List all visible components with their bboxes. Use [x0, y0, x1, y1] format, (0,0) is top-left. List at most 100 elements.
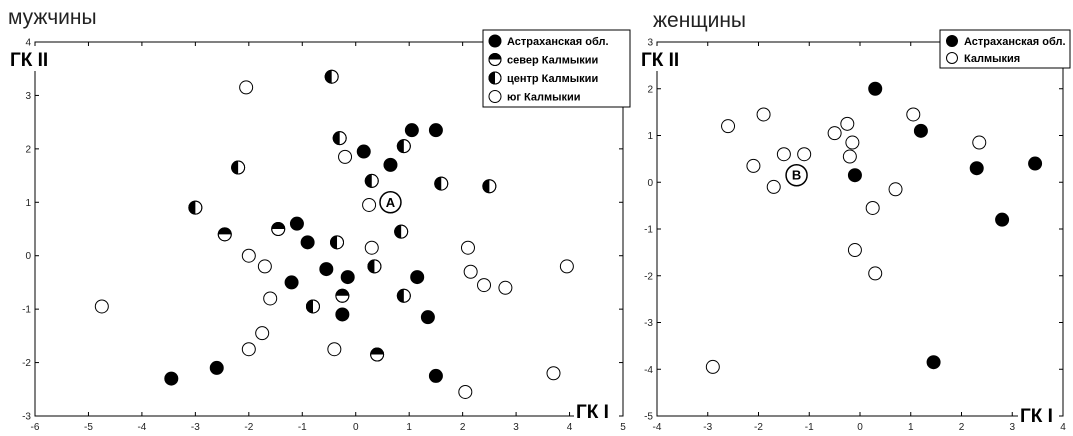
men-point-open	[498, 280, 513, 295]
men-point-open	[241, 248, 256, 263]
men-legend: Астраханская обл. север Калмыкии центр Кал…	[482, 29, 631, 108]
women-point-open	[888, 182, 903, 197]
men-point-open	[94, 299, 109, 314]
men-point-filled	[284, 275, 299, 290]
men-point-open	[559, 259, 574, 274]
women-legend-marker	[946, 52, 958, 64]
men-x-tick-label: -5	[84, 422, 93, 433]
women-point-filled	[1028, 156, 1043, 171]
men-x-tick-label: -1	[298, 422, 307, 433]
men-ticks: -6 -5 -4 -3 -2 -1 0 1 2 3 4 5 -3 -2 -1 0 1 2 3 4	[22, 38, 626, 434]
women-plot-frame	[656, 41, 1064, 417]
women-point-open	[721, 119, 736, 134]
men-legend-label: север Калмыкии	[507, 55, 598, 67]
women-x-tick-label: 4	[1060, 422, 1066, 433]
men-y-tick-label: 4	[25, 38, 31, 49]
men-annotation: A	[379, 191, 402, 214]
men-chart-title: мужчины	[8, 6, 97, 29]
men-legend-marker	[488, 71, 502, 85]
men-point-filled	[420, 310, 435, 325]
women-chart-title: женщины	[653, 9, 746, 32]
women-chart: женщины ГК II ГК I -4 -3 -2 -1 0 1 2 3 4-5-4-3-2…	[640, 9, 1071, 434]
women-point-filled	[969, 161, 984, 176]
men-x-tick-label: -4	[137, 422, 146, 433]
women-x-tick-label: 0	[857, 422, 863, 433]
men-point-open	[239, 80, 254, 95]
women-ylabel-bg	[640, 45, 692, 71]
women-x-tick-label: 2	[959, 422, 965, 433]
men-legend-label: центр Калмыкии	[507, 73, 598, 85]
men-point-half-left	[396, 288, 411, 303]
women-x-tick-label: -4	[653, 422, 662, 433]
women-legend-box	[939, 29, 1071, 69]
men-legend-label: юг Калмыкии	[507, 92, 581, 104]
women-point-open	[845, 135, 860, 150]
men-point-open	[364, 240, 379, 255]
women-point-open	[840, 116, 855, 131]
women-y-tick-label: -5	[644, 412, 653, 423]
men-point-open	[458, 384, 473, 399]
men-x-axis-label: ГК I	[576, 402, 609, 423]
men-legend-label: Астраханская обл.	[507, 36, 609, 48]
women-point-open	[906, 107, 921, 122]
women-x-tick-label: -1	[805, 422, 814, 433]
men-point-half-left	[364, 173, 379, 188]
men-x-tick-label: 5	[620, 422, 626, 433]
men-point-open	[327, 342, 342, 357]
men-point-filled	[428, 123, 443, 138]
men-point-half-left	[396, 139, 411, 154]
men-point-half-top	[271, 222, 286, 236]
men-legend-box	[482, 29, 631, 108]
men-y-tick-label: -1	[22, 305, 31, 316]
men-point-half-top	[335, 288, 350, 303]
men-y-tick-label: 3	[25, 91, 31, 102]
men-point-open	[463, 264, 478, 279]
women-point-filled	[847, 168, 862, 183]
women-x-tick-label: -2	[754, 422, 763, 433]
women-annotation-label: B	[792, 168, 801, 183]
men-x-tick-label: 0	[353, 422, 359, 433]
men-y-axis-label: ГК II	[10, 50, 48, 71]
men-point-filled	[356, 144, 371, 159]
men-point-half-left	[305, 299, 320, 314]
women-point-open	[865, 200, 880, 215]
women-legend-label: Калмыкия	[964, 53, 1020, 65]
men-point-filled	[340, 270, 355, 285]
women-x-tick-label: -3	[703, 422, 712, 433]
men-point-filled	[404, 123, 419, 138]
men-point-half-top	[217, 227, 232, 242]
women-y-tick-label: 1	[647, 131, 653, 142]
men-y-tick-label: 0	[25, 251, 31, 262]
men-x-tick-label: -3	[191, 422, 200, 433]
women-point-open	[972, 135, 987, 150]
men-legend-marker	[488, 34, 502, 48]
men-x-tick-label: 1	[406, 422, 412, 433]
women-x-tick-label: 3	[1009, 422, 1015, 433]
women-point-open	[756, 107, 771, 122]
men-point-filled	[289, 216, 304, 231]
men-x-tick-label: 4	[567, 422, 573, 433]
men-point-half-left	[332, 131, 347, 146]
men-point-half-left	[434, 176, 449, 191]
women-y-tick-label: 3	[647, 38, 653, 49]
men-point-filled	[209, 360, 224, 375]
men-point-filled	[164, 371, 179, 386]
men-point-open	[477, 278, 492, 293]
men-xlabel-bg	[574, 398, 622, 422]
women-point-open	[766, 179, 781, 194]
men-point-half-left	[394, 224, 409, 239]
men-y-tick-label: -2	[22, 358, 31, 369]
women-y-tick-label: 0	[647, 178, 653, 189]
women-point-open	[827, 126, 842, 141]
men-point-filled	[335, 307, 350, 322]
men-point-half-left	[330, 235, 345, 250]
men-point-open	[241, 342, 256, 357]
women-y-tick-label: -3	[644, 318, 653, 329]
men-point-open	[263, 291, 278, 306]
men-point-open	[362, 197, 377, 212]
men-point-half-left	[367, 259, 382, 274]
men-y-tick-label: -3	[22, 412, 31, 423]
women-point-filled	[913, 123, 928, 138]
